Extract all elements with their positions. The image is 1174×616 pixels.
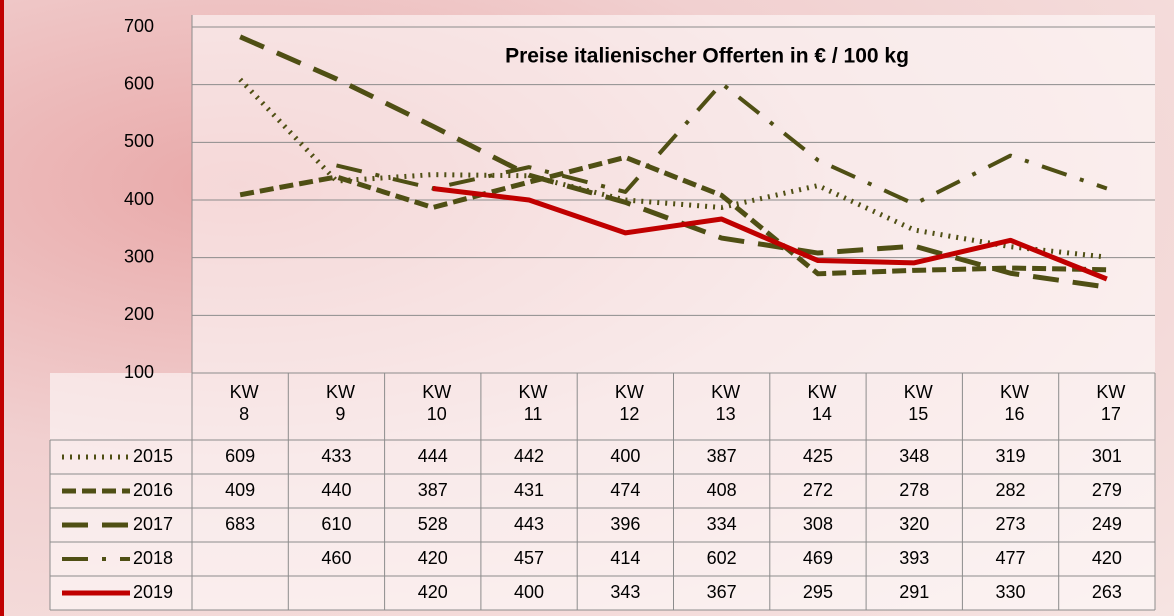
y-tick-label: 600	[124, 73, 154, 93]
table-value: 425	[803, 446, 833, 466]
table-value: 457	[514, 548, 544, 568]
table-value: 610	[321, 514, 351, 534]
table-value: 444	[418, 446, 448, 466]
table-value: 387	[418, 480, 448, 500]
x-tick-label: KW 16	[995, 381, 1035, 425]
x-tick-label: KW 17	[1091, 381, 1131, 425]
table-value: 400	[610, 446, 640, 466]
table-value: 330	[996, 582, 1026, 602]
table-value: 301	[1092, 446, 1122, 466]
table-value: 308	[803, 514, 833, 534]
table-value: 291	[899, 582, 929, 602]
table-value: 609	[225, 446, 255, 466]
y-tick-label: 500	[124, 131, 154, 151]
table-value: 443	[514, 514, 544, 534]
x-tick-label: KW 14	[802, 381, 842, 425]
legend-label: 2019	[133, 582, 173, 602]
table-value: 528	[418, 514, 448, 534]
x-tick-label: KW 10	[417, 381, 457, 425]
table-value: 433	[321, 446, 351, 466]
table-value: 460	[321, 548, 351, 568]
legend-label: 2016	[133, 480, 173, 500]
table-value: 279	[1092, 480, 1122, 500]
table-area	[50, 373, 1155, 610]
table-value: 474	[610, 480, 640, 500]
y-tick-label: 300	[124, 246, 154, 266]
y-tick-label: 100	[124, 362, 154, 382]
table-value: 393	[899, 548, 929, 568]
table-value: 319	[996, 446, 1026, 466]
table-value: 431	[514, 480, 544, 500]
table-value: 249	[1092, 514, 1122, 534]
x-tick-label: KW 13	[706, 381, 746, 425]
table-value: 320	[899, 514, 929, 534]
table-value: 477	[996, 548, 1026, 568]
x-tick-label: KW 11	[513, 381, 553, 425]
x-tick-label: KW 8	[224, 381, 264, 425]
y-tick-label: 400	[124, 189, 154, 209]
table-value: 440	[321, 480, 351, 500]
table-value: 420	[418, 548, 448, 568]
table-value: 343	[610, 582, 640, 602]
table-value: 420	[1092, 548, 1122, 568]
table-value: 295	[803, 582, 833, 602]
y-tick-label: 200	[124, 304, 154, 324]
table-value: 348	[899, 446, 929, 466]
table-value: 420	[418, 582, 448, 602]
table-value: 273	[996, 514, 1026, 534]
table-value: 263	[1092, 582, 1122, 602]
page: Preise italienischer Offerten in € / 100…	[0, 0, 1174, 616]
x-tick-label: KW 15	[898, 381, 938, 425]
table-value: 408	[707, 480, 737, 500]
x-tick-label: KW 9	[320, 381, 360, 425]
table-value: 272	[803, 480, 833, 500]
legend-label: 2018	[133, 548, 173, 568]
chart-title: Preise italienischer Offerten in € / 100…	[505, 45, 909, 68]
table-value: 469	[803, 548, 833, 568]
x-tick-label: KW 12	[609, 381, 649, 425]
chart: Preise italienischer Offerten in € / 100…	[4, 0, 1174, 616]
table-value: 414	[610, 548, 640, 568]
table-value: 442	[514, 446, 544, 466]
legend-label: 2015	[133, 446, 173, 466]
table-value: 602	[707, 548, 737, 568]
table-value: 400	[514, 582, 544, 602]
table-value: 387	[707, 446, 737, 466]
legend-label: 2017	[133, 514, 173, 534]
table-value: 367	[707, 582, 737, 602]
y-tick-label: 700	[124, 16, 154, 36]
table-value: 683	[225, 514, 255, 534]
plot-area	[192, 15, 1155, 373]
table-value: 282	[996, 480, 1026, 500]
table-value: 409	[225, 480, 255, 500]
table-value: 278	[899, 480, 929, 500]
table-value: 334	[707, 514, 737, 534]
table-value: 396	[610, 514, 640, 534]
